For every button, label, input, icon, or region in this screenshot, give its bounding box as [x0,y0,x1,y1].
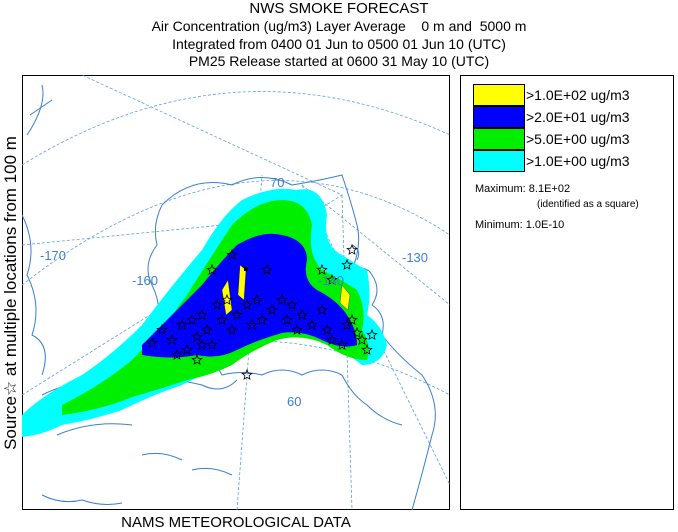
source-star-icon [231,308,243,320]
source-star-icon [216,313,228,325]
lat-label-60: 60 [287,394,301,409]
source-star-icon [206,338,218,350]
source-star-icon [241,368,253,380]
legend-swatch-level2 [473,128,525,150]
source-star-icon [251,293,263,305]
lon-label-140: -140 [318,273,344,288]
maximum-note: (identified as a square) [537,199,639,210]
source-star-icon [176,318,188,330]
maximum-value: Maximum: 8.1E+02 [475,183,571,195]
source-stars [146,243,378,380]
source-star-icon [221,293,233,305]
lon-label-160: -160 [132,273,158,288]
source-star-icon [196,308,208,320]
legend-swatch-level3 [473,106,525,128]
source-label-container: Source☆ at multiple locations from 100 m [0,75,22,510]
smoke-contours [22,188,387,437]
source-star-icon [316,263,328,275]
lat-label-70: 70 [270,175,284,190]
source-star-icon [346,243,358,255]
source-star-icon [181,343,193,355]
legend-label-level3: >2.0E+01 ug/m3 [526,109,630,125]
source-star-icon [246,318,258,330]
source-star-icon [256,313,268,325]
minimum-value: Minimum: 1.0E-10 [475,219,565,231]
source-star-icon [226,323,238,335]
source-star-icon [211,298,223,310]
coast-south [41,494,123,505]
legend-label-level2: >5.0E+00 ug/m3 [526,131,630,147]
concentration-description: Air Concentration (ug/m3) Layer Average … [151,18,527,34]
legend-item-level1: >1.0E+00 ug/m3 [473,150,673,172]
source-star-icon [296,308,308,320]
legend-swatch-level4 [473,84,525,106]
source-star-icon [316,303,328,315]
map-panel: -170 -160 -140 -130 70 60 [21,74,451,511]
source-star-icon [226,248,238,260]
latitude-line-70 [21,180,451,286]
coast-siberia [21,214,46,376]
legend-swatch-level1 [473,150,525,172]
source-star-icon [156,323,168,335]
legend-label-level4: >1.0E+02 ug/m3 [526,87,630,103]
source-star-icon [206,263,218,275]
release-start: PM25 Release started at 0600 31 May 10 (… [188,53,490,69]
source-star-icon [356,333,368,345]
integration-period: Integrated from 0400 01 Jun to 0500 01 J… [172,36,506,52]
source-star-icon [276,293,288,305]
latitude-line-80 [21,91,451,166]
source-star-icon [266,303,278,315]
source-star-icon [146,336,158,348]
coast-nw [26,84,53,136]
source-star-icon [361,343,373,355]
lon-label-130: -130 [402,250,428,265]
source-star-icon [351,326,363,338]
source-label: Source☆ at multiple locations from 100 m [1,135,20,450]
source-star-icon [191,330,203,342]
coastlines [21,84,436,511]
source-star-icon [291,323,303,335]
source-star-icon [281,313,293,325]
source-star-icon [241,298,253,310]
source-star-icon [171,348,183,360]
legend-label-level1: >1.0E+00 ug/m3 [526,153,630,169]
coast-alaska-south [147,204,403,426]
source-star-icon [306,318,318,330]
source-star-icon [166,333,178,345]
legend-item-level3: >2.0E+01 ug/m3 [473,106,673,128]
source-star-icon [201,323,213,335]
legend-item-level4: >1.0E+02 ug/m3 [473,84,673,106]
lon-label-170: -170 [40,248,66,263]
maximum-square [244,267,248,271]
source-star-icon [326,333,338,345]
source-star-icon [336,338,348,350]
smoke-map: -170 -160 -140 -130 70 60 [21,74,451,511]
longitude-line-120 [301,184,451,306]
source-star-icon [186,313,198,325]
source-star-icon [326,273,338,285]
coast-aleutians [56,423,233,476]
source-star-icon [191,353,203,365]
legend-panel: >1.0E+02 ug/m3 >2.0E+01 ug/m3 >5.0E+00 u… [460,75,674,510]
source-star-icon [286,298,298,310]
source-star-icon [341,258,353,270]
source-star-icon [261,263,273,275]
forecast-title: NWS SMOKE FORECAST [249,0,429,17]
source-star-icon [196,338,208,350]
source-star-icon [321,323,333,335]
meteorological-data-label: NAMS METEOROLOGICAL DATA [121,514,351,531]
source-star-icon [346,313,358,325]
legend-item-level2: >5.0E+00 ug/m3 [473,128,673,150]
source-star-icon [366,328,378,340]
contour-level3 [142,233,357,358]
